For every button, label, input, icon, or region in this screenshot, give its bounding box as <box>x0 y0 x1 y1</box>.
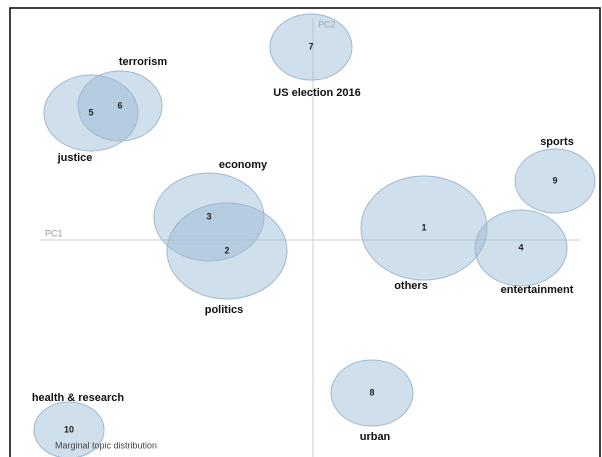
topic-bubble <box>166 202 288 300</box>
topic-number: 6 <box>117 100 122 110</box>
caption: Marginal topic distribution <box>55 440 157 450</box>
topic-label: economy <box>219 159 268 171</box>
topic-bubble <box>269 13 353 81</box>
topic-number: 8 <box>369 387 374 397</box>
topic-number: 3 <box>206 211 211 221</box>
topic-bubble <box>33 401 105 457</box>
topic-label: justice <box>57 152 93 164</box>
pc1-label: PC1 <box>45 228 63 238</box>
topic-number: 9 <box>552 175 557 185</box>
topic-number: 2 <box>224 245 229 255</box>
topic-label: urban <box>360 431 391 443</box>
topic-label: US election 2016 <box>273 87 360 99</box>
topic-number: 10 <box>64 424 74 434</box>
topic-number: 7 <box>308 41 313 51</box>
topic-bubble <box>43 74 139 152</box>
topic-label: sports <box>540 136 574 148</box>
topic-bubble <box>330 359 414 427</box>
topic-label: health & research <box>32 392 125 404</box>
topic-label: politics <box>205 304 244 316</box>
topic-bubble <box>514 148 596 214</box>
pc2-label: PC2 <box>318 19 336 29</box>
topic-number: 5 <box>88 107 93 117</box>
topic-label: terrorism <box>119 56 168 68</box>
topic-number: 1 <box>421 222 426 232</box>
topic-bubble <box>77 70 163 142</box>
topic-label: entertainment <box>501 284 574 296</box>
bubbles: 1 others 2 politics 3 economy 4 entertainment 5 j… <box>32 13 596 457</box>
topic-bubble <box>474 209 568 287</box>
topic-bubble <box>153 172 265 262</box>
topic-number: 4 <box>518 242 523 252</box>
topic-label: others <box>394 280 428 292</box>
frame <box>9 7 601 457</box>
topic-bubble <box>360 175 488 281</box>
